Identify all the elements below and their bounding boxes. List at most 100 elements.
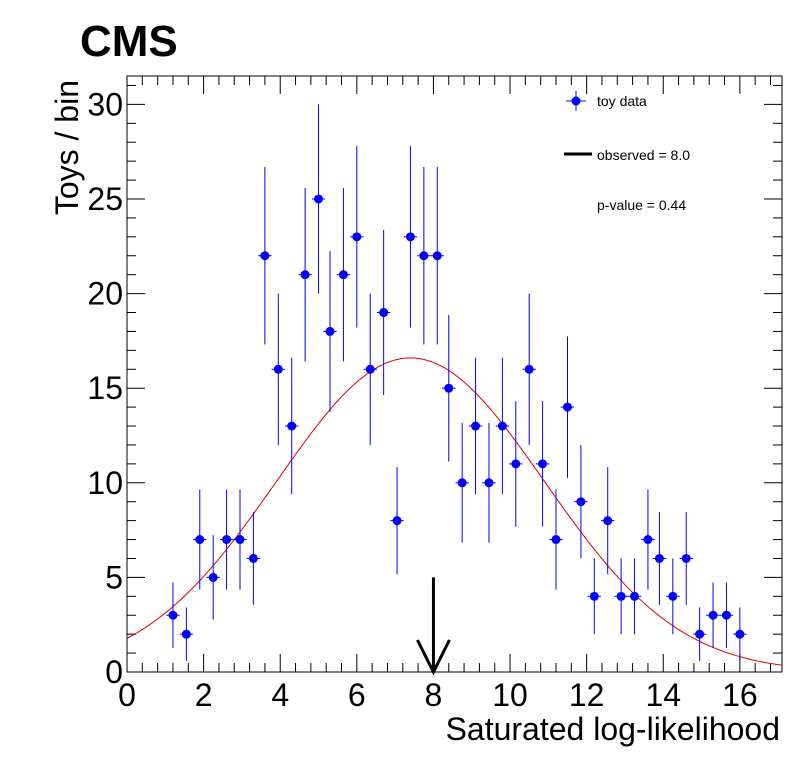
x-tick-label: 10 xyxy=(492,677,528,713)
data-point xyxy=(455,422,469,543)
x-tick-label: 6 xyxy=(348,677,366,713)
data-marker xyxy=(721,610,731,620)
data-marker xyxy=(419,251,429,261)
fit-curve xyxy=(126,357,783,666)
data-marker xyxy=(235,535,245,545)
y-tick-label: 25 xyxy=(87,181,123,217)
data-point xyxy=(482,422,496,543)
data-point xyxy=(522,293,536,445)
data-point xyxy=(298,187,312,362)
y-tick-label: 20 xyxy=(87,276,123,312)
y-tick-label: 0 xyxy=(105,654,123,690)
data-point xyxy=(733,607,747,661)
x-tick-label: 0 xyxy=(118,677,136,713)
data-point xyxy=(323,251,337,412)
data-point xyxy=(468,357,483,495)
data-marker xyxy=(287,421,297,431)
data-point xyxy=(350,146,364,328)
data-point xyxy=(430,167,444,345)
data-marker xyxy=(195,535,205,545)
legend-data-marker xyxy=(571,96,581,106)
data-marker xyxy=(484,478,494,488)
legend-entry-observed: observed = 8.0 xyxy=(597,147,690,163)
data-marker xyxy=(562,402,572,412)
observed-arrow-layer xyxy=(416,577,451,676)
data-marker xyxy=(643,535,653,545)
data-point xyxy=(311,104,326,294)
data-point xyxy=(549,489,563,590)
data-marker xyxy=(325,326,335,336)
data-point xyxy=(509,401,523,527)
data-point xyxy=(417,167,431,345)
data-point xyxy=(390,467,404,575)
data-point xyxy=(246,512,261,605)
data-marker xyxy=(457,478,467,488)
data-point xyxy=(574,444,588,559)
y-tick-label: 10 xyxy=(87,465,123,501)
data-point xyxy=(692,607,707,661)
data-marker xyxy=(576,497,586,507)
data-marker xyxy=(444,383,454,393)
data-point xyxy=(258,167,272,345)
x-tick-label: 12 xyxy=(569,677,605,713)
data-marker xyxy=(352,232,362,242)
data-point xyxy=(285,357,299,495)
data-marker xyxy=(222,535,232,545)
data-marker xyxy=(551,535,561,545)
y-axis-title: Toys / bin xyxy=(49,80,85,215)
data-marker xyxy=(668,591,678,601)
data-marker xyxy=(708,610,718,620)
data-marker xyxy=(471,421,481,431)
data-marker xyxy=(603,516,613,526)
data-point xyxy=(706,582,720,649)
data-point xyxy=(587,558,602,635)
y-tick-label: 30 xyxy=(87,86,123,122)
data-marker xyxy=(168,610,178,620)
data-marker xyxy=(392,516,402,526)
observed-arrow-head xyxy=(416,639,451,676)
data-marker xyxy=(181,629,191,639)
data-point xyxy=(271,293,286,445)
data-marker xyxy=(589,591,599,601)
data-point xyxy=(363,293,377,445)
data-marker xyxy=(432,251,442,261)
data-marker xyxy=(681,553,691,563)
data-point xyxy=(442,314,456,462)
data-point xyxy=(206,535,220,620)
plot-frame xyxy=(126,75,783,673)
data-marker xyxy=(379,308,389,318)
data-point xyxy=(719,582,734,649)
data-point xyxy=(219,489,234,590)
data-point xyxy=(535,401,550,527)
data-layer xyxy=(166,104,747,661)
data-point xyxy=(652,512,667,605)
data-point xyxy=(614,558,628,635)
fit-layer xyxy=(126,357,783,666)
y-tick-label: 5 xyxy=(105,559,123,595)
legend-entry-toy-data: toy data xyxy=(597,93,647,109)
data-point xyxy=(336,187,351,362)
x-tick-label: 2 xyxy=(195,677,213,713)
data-marker xyxy=(524,364,534,374)
x-tick-label: 8 xyxy=(425,677,443,713)
x-axis-title: Saturated log-likelihood xyxy=(446,711,780,747)
data-marker xyxy=(260,251,270,261)
data-marker xyxy=(338,270,348,280)
data-point xyxy=(233,489,247,590)
data-point xyxy=(560,336,575,478)
data-marker xyxy=(695,629,705,639)
data-marker xyxy=(616,591,626,601)
data-marker xyxy=(735,629,745,639)
legend-entry-p-value: p-value = 0.44 xyxy=(597,197,686,213)
data-point xyxy=(166,582,180,649)
data-point xyxy=(679,512,693,605)
data-marker xyxy=(314,194,324,204)
data-point xyxy=(666,558,680,635)
data-point xyxy=(193,489,207,590)
data-marker xyxy=(300,270,310,280)
data-marker xyxy=(497,421,507,431)
data-marker xyxy=(365,364,375,374)
data-marker xyxy=(630,591,640,601)
